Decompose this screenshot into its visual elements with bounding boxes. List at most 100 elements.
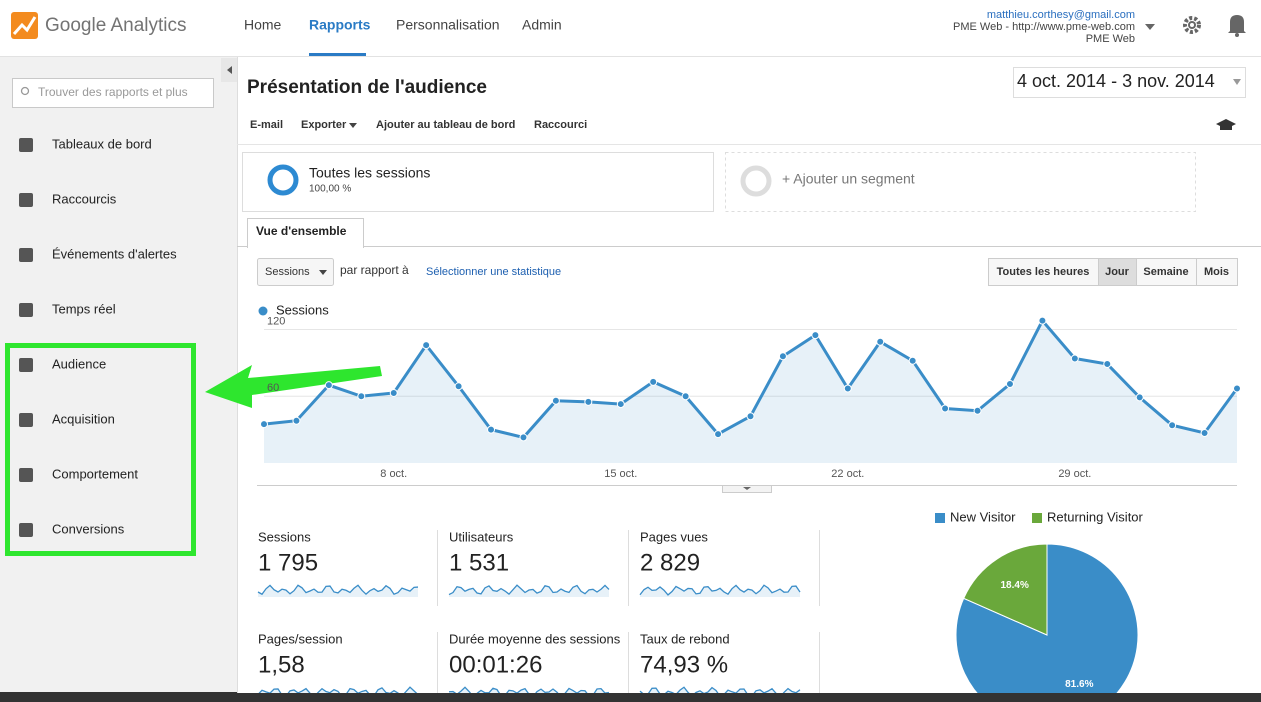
pie-chart: New Visitor Returning Visitor 81.6% 18.4% xyxy=(935,509,1144,702)
data-point xyxy=(551,396,560,405)
data-point xyxy=(389,388,398,397)
legend-marker xyxy=(258,306,268,316)
compare-link[interactable]: Sélectionner une statistique xyxy=(426,266,561,278)
pie-slice xyxy=(963,543,1048,636)
data-point xyxy=(519,433,528,442)
account-view: PME Web xyxy=(1086,33,1135,45)
add-segment-card[interactable] xyxy=(725,152,1196,212)
legend-label: Returning Visitor xyxy=(1047,509,1144,524)
metric-label: Taux de rebond xyxy=(640,631,730,646)
menu-item[interactable]: Acquisition xyxy=(52,411,115,426)
metric-value: 1 531 xyxy=(449,549,509,576)
metric-select-caret xyxy=(319,270,327,275)
sparkline-area xyxy=(449,585,609,597)
metric-label: Durée moyenne des sessions xyxy=(449,631,621,646)
menu-icon xyxy=(19,248,33,262)
tab-label: Vue d'ensemble xyxy=(256,224,347,238)
legend-swatch xyxy=(1032,513,1042,523)
menu-item[interactable]: Raccourcis xyxy=(52,191,117,206)
logo-text: Google Analytics xyxy=(45,15,187,36)
toolbar-button[interactable]: Raccourci xyxy=(534,119,587,131)
toolbar-button[interactable]: Exporter xyxy=(301,119,347,131)
series-area xyxy=(264,320,1237,463)
account-dropdown[interactable] xyxy=(1145,24,1155,30)
x-tick-label: 15 oct. xyxy=(604,468,637,480)
data-point xyxy=(616,400,625,409)
search-box[interactable] xyxy=(12,78,214,108)
menu-icon xyxy=(19,413,33,427)
add-segment-ring xyxy=(740,165,772,197)
menu-item[interactable]: Événements d'alertes xyxy=(52,246,177,261)
data-point xyxy=(292,416,301,425)
data-point xyxy=(584,397,593,406)
metric-label: Utilisateurs xyxy=(449,529,514,544)
data-point xyxy=(1070,354,1079,363)
data-point xyxy=(746,412,755,421)
account-email[interactable]: matthieu.corthesy@gmail.com xyxy=(987,9,1135,21)
legend-swatch xyxy=(935,513,945,523)
menu-icon xyxy=(19,523,33,537)
metric-value: 1,58 xyxy=(258,651,305,678)
y-tick-label: 120 xyxy=(267,315,285,327)
menu-item[interactable]: Audience xyxy=(52,356,106,371)
menu-item[interactable]: Comportement xyxy=(52,466,138,481)
data-point xyxy=(714,430,723,439)
nav-item[interactable]: Home xyxy=(244,17,282,33)
menu-item[interactable]: Tableaux de bord xyxy=(52,136,152,151)
metric-select[interactable] xyxy=(257,258,334,286)
segment-ring xyxy=(267,164,299,196)
data-point xyxy=(454,382,463,391)
data-point xyxy=(681,392,690,401)
toolbar-button[interactable]: E-mail xyxy=(250,119,283,131)
granularity-button[interactable] xyxy=(1098,258,1137,286)
sidebar-bg xyxy=(0,57,237,702)
data-point xyxy=(941,404,950,413)
nav-item[interactable]: Admin xyxy=(522,17,562,33)
menu-icon xyxy=(19,358,33,372)
nav-item[interactable]: Personnalisation xyxy=(396,17,500,33)
help-icon[interactable] xyxy=(1216,119,1236,130)
data-point xyxy=(778,352,787,361)
toolbar-button[interactable]: Ajouter au tableau de bord xyxy=(376,119,515,131)
metric-value: 74,93 % xyxy=(640,651,728,678)
settings-icon[interactable] xyxy=(1183,16,1201,34)
data-point xyxy=(357,392,366,401)
bottom-bar xyxy=(0,692,237,702)
sparkline xyxy=(257,584,419,596)
notifications-icon[interactable] xyxy=(1228,15,1246,37)
sparkline-area xyxy=(258,585,418,597)
granularity-label: Jour xyxy=(1105,266,1130,278)
x-tick-label: 8 oct. xyxy=(380,468,407,480)
toolbar: E-mail Exporter Ajouter au tableau de bord… xyxy=(250,119,587,131)
metric-label: Pages vues xyxy=(640,529,708,544)
collapse-arrow xyxy=(227,66,232,74)
granularity-button[interactable] xyxy=(1136,258,1197,286)
legend-label: New Visitor xyxy=(950,509,1016,524)
granularity-button[interactable] xyxy=(1196,258,1238,286)
y-tick-label: 60 xyxy=(267,382,279,394)
sidebar-menu: Tableaux de bord Raccourcis Événements d'a… xyxy=(19,136,177,537)
highlight-box xyxy=(5,343,196,556)
nav-item[interactable]: Rapports xyxy=(309,17,371,33)
logo-icon xyxy=(11,12,38,39)
data-point xyxy=(1233,384,1241,393)
tab-cover xyxy=(248,245,363,248)
granularity-label: Mois xyxy=(1204,266,1229,278)
data-point xyxy=(973,406,982,415)
sparkline xyxy=(448,584,610,596)
tab[interactable] xyxy=(247,218,364,248)
add-segment[interactable]: + Ajouter un segment xyxy=(782,171,915,187)
date-picker[interactable] xyxy=(1013,67,1246,98)
metric-select-label: Sessions xyxy=(265,266,310,278)
menu-item[interactable]: Conversions xyxy=(52,521,125,536)
segment-share: 100,00 % xyxy=(309,184,351,195)
data-point xyxy=(876,337,885,346)
granularity-button[interactable] xyxy=(988,258,1099,286)
menu-item[interactable]: Temps réel xyxy=(52,301,116,316)
data-point xyxy=(908,356,917,365)
segment-card[interactable] xyxy=(242,152,714,212)
header-bg xyxy=(0,0,1261,56)
metrics: Sessions 1 795 Utilisateurs 1 531 Pages vues… xyxy=(257,529,820,700)
